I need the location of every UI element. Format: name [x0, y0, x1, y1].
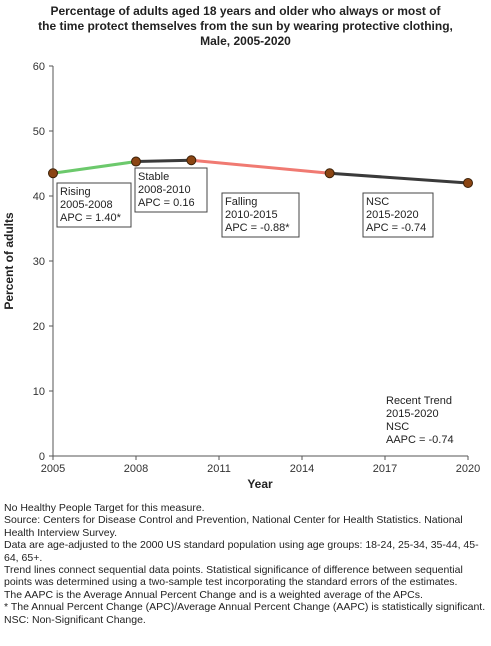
note-nsc: NSC: Non-Significant Change.: [4, 613, 146, 626]
x-tick-label: 2014: [290, 463, 314, 475]
data-point-2020: [463, 178, 473, 188]
annotation-nsc-line-1: NSC: [366, 196, 389, 208]
trend-segment-3: [189, 158, 332, 175]
data-point-2015: [324, 168, 335, 179]
x-tick-label: 2005: [41, 463, 65, 475]
chart-notes: No Healthy People Target for this measur…: [4, 502, 488, 626]
chart-title-line-3: Male, 2005-2020: [200, 34, 291, 48]
chart-title: Percentage of adults aged 18 years and o…: [0, 4, 491, 49]
data-point-2005: [48, 168, 58, 179]
annotation-falling-line-1: Falling: [225, 196, 257, 208]
annotation-rising-line-3: APC = 1.40*: [60, 212, 122, 224]
y-tick-label: 40: [33, 191, 45, 203]
annotation-recent-trend-line-2: 2015-2020: [386, 408, 439, 420]
x-tick-label: 2011: [207, 463, 231, 475]
annotation-nsc-line-3: APC = -0.74: [366, 222, 426, 234]
annotation-recent-trend-line-1: Recent Trend: [386, 395, 452, 407]
data-markers: [48, 155, 473, 188]
data-point-2010: [186, 155, 197, 166]
annotation-recent-trend-line-3: NSC: [386, 421, 409, 433]
note-age-adjustment: Data are age-adjusted to the 2000 US sta…: [4, 539, 479, 564]
y-axis-label: Percent of adults: [2, 212, 16, 310]
annotation-falling-box: [221, 192, 300, 238]
annotation-rising-line-2: 2005-2008: [60, 199, 113, 211]
trend-segment-2: [134, 158, 193, 164]
annotation-stable-line-1: Stable: [138, 171, 169, 183]
chart-axes: 0 10 20 30 40 50 60 2005 2008 2011 2014 2017 2020: [33, 61, 480, 475]
annotation-falling-line-3: APC = -0.88*: [225, 222, 290, 234]
trend-segment-1: [51, 160, 138, 175]
annotation-recent-trend-line-4: AAPC = -0.74: [386, 434, 454, 446]
y-tick-label: 50: [33, 126, 45, 138]
annotation-stable-line-2: 2008-2010: [138, 184, 191, 196]
annotation-rising-line-1: Rising: [60, 186, 91, 198]
annotation-falling-line-2: 2010-2015: [225, 209, 278, 221]
x-tick-label: 2008: [124, 463, 148, 475]
line-chart: 0 10 20 30 40 50 60 2005 2008 2011 2014 2017 2020 Ri…: [2, 61, 480, 491]
y-tick-label: 0: [39, 451, 45, 463]
note-source: Source: Centers for Disease Control and …: [4, 514, 463, 539]
x-axis-label: Year: [247, 477, 273, 491]
data-point-2008: [131, 156, 141, 167]
trend-segment-4: [328, 171, 470, 185]
annotation-stable-line-3: APC = 0.16: [138, 197, 195, 209]
note-trend-lines: Trend lines connect sequential data poin…: [4, 564, 463, 589]
x-tick-label: 2020: [456, 463, 480, 475]
annotation-rising-box: [56, 182, 132, 228]
note-target: No Healthy People Target for this measur…: [4, 502, 205, 514]
x-tick-label: 2017: [373, 463, 397, 475]
annotation-stable-box: [134, 167, 208, 213]
y-tick-label: 10: [33, 386, 45, 398]
y-tick-label: 20: [33, 321, 45, 333]
annotation-nsc-box: [362, 192, 434, 238]
note-significance: * The Annual Percent Change (APC)/Averag…: [4, 601, 486, 614]
y-tick-label: 30: [33, 256, 45, 268]
note-aapc: The AAPC is the Average Annual Percent C…: [4, 588, 423, 601]
chart-title-line-2: the time protect themselves from the sun…: [38, 19, 453, 33]
trend-lines: [51, 158, 470, 185]
y-tick-label: 60: [33, 61, 45, 73]
annotation-nsc-line-2: 2015-2020: [366, 209, 419, 221]
chart-title-line-1: Percentage of adults aged 18 years and o…: [50, 4, 441, 18]
